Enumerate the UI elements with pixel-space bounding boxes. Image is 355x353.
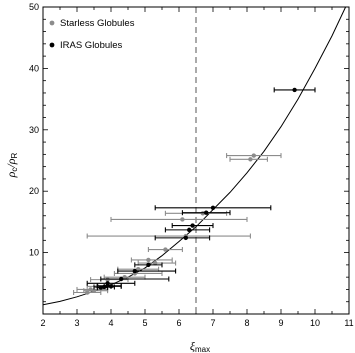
iras-globules-point: [146, 262, 151, 268]
y-tick-label: 20: [29, 186, 39, 196]
legend-marker-iras: [49, 42, 55, 48]
legend-label-iras: IRAS Globules: [60, 40, 123, 51]
legend: Starless Globules IRAS Globules: [49, 18, 135, 51]
plot-frame: [42, 6, 350, 315]
y-tick-label: 50: [29, 2, 39, 12]
x-tick-label: 8: [244, 318, 249, 328]
iras-globules-point: [292, 87, 297, 93]
starless-globules-point: [163, 247, 168, 252]
x-tick-label: 7: [210, 318, 215, 328]
starless-globules-point: [248, 157, 253, 162]
iras-globules-point: [204, 210, 209, 215]
iras-globules-point: [98, 285, 104, 290]
x-axis-label: ξmax: [190, 339, 210, 353]
starless-globules-point: [146, 257, 151, 263]
x-tick-label: 9: [278, 318, 283, 328]
iras-globules-point: [119, 276, 124, 282]
y-tick-label: 40: [29, 63, 39, 73]
x-tick-label: 3: [74, 318, 79, 328]
legend-marker-starless: [49, 20, 55, 26]
starless-globules-point: [85, 290, 90, 295]
x-tick-label: 11: [344, 318, 353, 328]
starless-globules-point: [91, 288, 97, 293]
series-group: [73, 87, 316, 296]
iras-globules-point: [183, 235, 188, 241]
y-tick-label: 30: [29, 125, 39, 135]
starless-globules-point: [122, 274, 127, 280]
y-tick-label: 10: [29, 248, 39, 258]
x-tick-label: 4: [108, 318, 113, 328]
legend-label-starless: Starless Globules: [60, 18, 135, 29]
iras-globules-point: [187, 227, 192, 233]
starless-globules-point: [136, 266, 141, 272]
iras-globules-point: [210, 205, 216, 210]
iras-globules-point: [132, 268, 137, 274]
x-tick-label: 5: [142, 318, 147, 328]
x-tick-label: 6: [176, 318, 181, 328]
tick-group: 2 3 4 5 6 7 8 9 10 11 10 20 30 40 50: [29, 2, 354, 328]
iras-globules-point: [108, 284, 114, 289]
y-axis-label: ρc/ρR: [4, 152, 19, 178]
starless-globules-point: [180, 217, 185, 222]
x-tick-label: 2: [40, 318, 45, 328]
x-tick-label: 10: [310, 318, 320, 328]
iras-globules-point: [190, 223, 195, 228]
starless-globules-point: [251, 153, 256, 158]
starless-globules-point: [153, 260, 158, 266]
